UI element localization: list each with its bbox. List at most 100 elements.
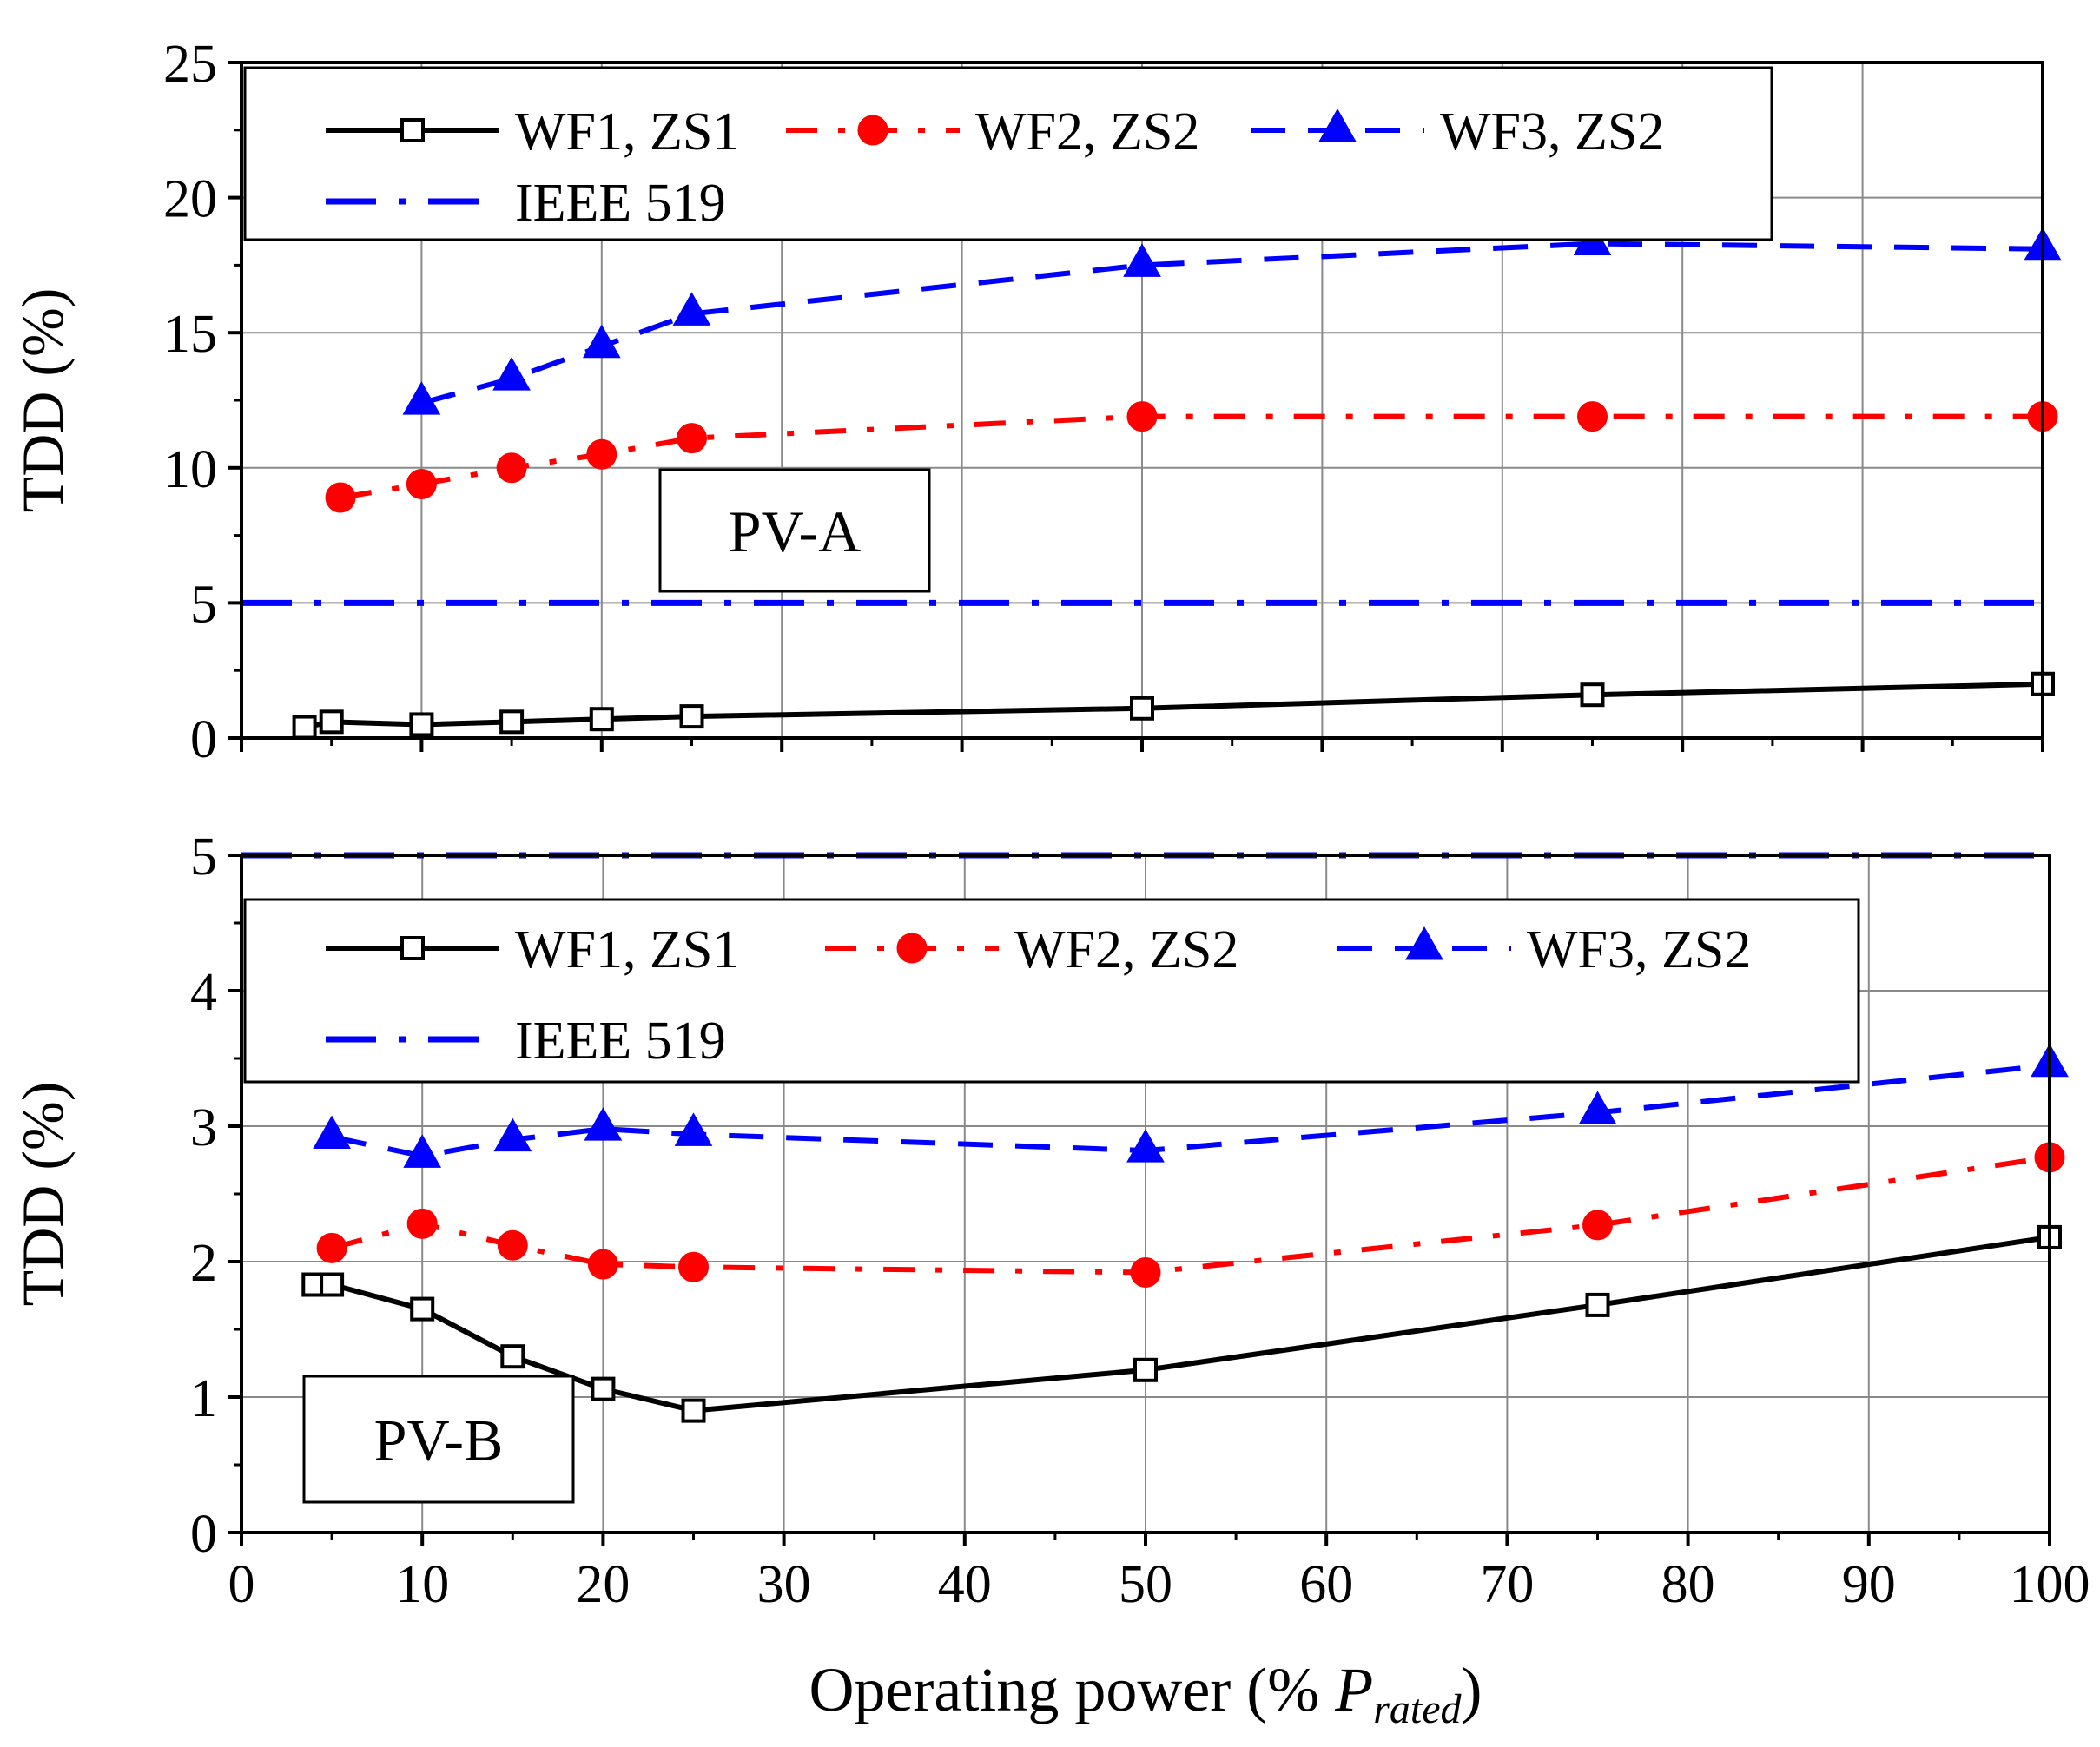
data-point-wf2-zs2 — [678, 1251, 709, 1282]
legend-marker-wf1-zs1 — [400, 118, 425, 142]
legend-label-ieee-519: IEEE 519 — [515, 174, 726, 233]
series-line-wf3-zs2 — [331, 1062, 2050, 1159]
y-tick-label: 15 — [163, 305, 217, 364]
series-group — [241, 852, 2069, 1423]
panel-label: PV-B — [374, 1407, 504, 1473]
data-point-wf2-zs2 — [1577, 401, 1608, 432]
legend-marker-wf3-zs2 — [1318, 108, 1357, 142]
data-point-wf1-zs1 — [500, 1344, 525, 1369]
data-point-wf1-zs1 — [319, 709, 344, 735]
y-axis: 0 5 10 15 20 25 — [163, 35, 241, 769]
data-point-wf3-zs2 — [1126, 1129, 1165, 1163]
legend-label-wf3-zs2: WF3, ZS2 — [1440, 102, 1664, 162]
data-point-wf1-zs1 — [292, 715, 317, 740]
legend-label-wf2-zs2: WF2, ZS2 — [975, 102, 1199, 162]
y-tick-label: 2 — [190, 1234, 217, 1293]
x-tick-label: 20 — [576, 1555, 630, 1614]
data-point-wf1-zs1 — [499, 709, 525, 735]
data-point-wf2-zs2 — [406, 468, 437, 499]
y-tick-label: 1 — [190, 1369, 217, 1428]
y-tick-label: 5 — [190, 575, 217, 634]
data-point-wf1-zs1 — [681, 1398, 706, 1423]
legend-marker-wf2-zs2 — [896, 933, 928, 964]
y-axis-label: TDD (%) — [10, 1082, 76, 1307]
y-tick-label: 3 — [190, 1098, 217, 1157]
data-point-wf3-zs2 — [403, 1134, 442, 1168]
data-point-wf2-zs2 — [677, 423, 707, 454]
x-axis-label: Operating power (% Prated) — [809, 1655, 1482, 1732]
legend-marker-wf1-zs1 — [400, 936, 425, 960]
legend-label-wf1-zs1: WF1, ZS1 — [515, 102, 739, 162]
x-axis-label-subscript: rated — [1373, 1686, 1462, 1732]
legend-box — [243, 898, 1860, 1084]
data-point-wf3-zs2 — [492, 357, 531, 391]
data-point-wf1-zs1 — [589, 707, 614, 732]
legend-label-ieee-519: IEEE 519 — [515, 1012, 726, 1071]
legend-marker-wf3-zs2 — [1405, 926, 1443, 960]
x-axis: 0 10 20 30 40 50 60 70 80 90 100 — [228, 1533, 2090, 1614]
legend-label-wf1-zs1: WF1, ZS1 — [515, 920, 739, 979]
data-point-wf1-zs1 — [1585, 1292, 1610, 1317]
data-point-wf3-zs2 — [674, 1112, 713, 1146]
legend: WF1, ZS1 WF2, ZS2 WF3, ZS2 IEEE 519 — [243, 898, 1860, 1084]
data-point-wf3-zs2 — [672, 292, 711, 326]
x-tick-label: 60 — [1299, 1555, 1353, 1614]
y-tick-label: 0 — [190, 1505, 217, 1564]
panel-label-frame — [658, 468, 931, 593]
series-line-wf2-zs2 — [331, 1154, 2050, 1276]
panel-pv-a: 0 5 10 15 20 25 TDD (%) WF1, ZS1 WF2, ZS2 WF3, ZS… — [10, 35, 2062, 769]
x-tick-label: 100 — [2010, 1555, 2090, 1614]
panel-label-box: PV-B — [302, 1375, 575, 1504]
data-point-wf1-zs1 — [591, 1376, 616, 1401]
x-tick-label: 70 — [1480, 1555, 1534, 1614]
data-point-wf2-zs2 — [316, 1232, 347, 1263]
x-axis — [240, 738, 2044, 752]
data-point-wf3-zs2 — [402, 381, 441, 415]
data-point-wf1-zs1 — [1133, 1357, 1158, 1382]
y-axis-label: TDD (%) — [10, 288, 76, 513]
data-point-wf2-zs2 — [587, 1249, 618, 1280]
data-point-wf1-zs1 — [320, 1272, 345, 1297]
data-point-wf3-zs2 — [313, 1115, 351, 1149]
data-point-wf2-zs2 — [586, 438, 617, 470]
data-point-wf3-zs2 — [1123, 243, 1161, 277]
x-tick-label: 0 — [228, 1555, 255, 1614]
x-axis-label-close: ) — [1462, 1655, 1483, 1724]
y-axis: 0 1 2 3 4 5 — [190, 827, 241, 1564]
panel-label-frame — [302, 1375, 575, 1504]
x-tick-label: 10 — [395, 1555, 449, 1614]
panel-label: PV-A — [729, 498, 861, 564]
y-tick-label: 5 — [190, 827, 217, 887]
data-point-wf2-zs2 — [1126, 401, 1158, 432]
data-point-wf2-zs2 — [406, 1208, 438, 1239]
data-point-wf1-zs1 — [679, 704, 704, 729]
legend: WF1, ZS1 WF2, ZS2 WF3, ZS2 IEEE 519 — [243, 66, 1773, 241]
data-point-wf2-zs2 — [325, 482, 356, 513]
series-line-wf2-zs2 — [340, 413, 2043, 500]
data-point-wf1-zs1 — [410, 1296, 435, 1322]
panel-label-box: PV-A — [658, 468, 931, 593]
y-tick-label: 20 — [163, 170, 217, 229]
y-tick-label: 25 — [163, 35, 217, 94]
legend-marker-wf2-zs2 — [857, 115, 888, 146]
x-tick-label: 80 — [1661, 1555, 1715, 1614]
x-axis-label-main: Operating power (% — [809, 1655, 1335, 1724]
legend-label-wf2-zs2: WF2, ZS2 — [1014, 920, 1238, 979]
data-point-wf1-zs1 — [1130, 696, 1154, 721]
data-point-wf1-zs1 — [409, 712, 434, 737]
data-point-wf1-zs1 — [1580, 682, 1605, 708]
y-tick-label: 0 — [190, 710, 217, 769]
data-point-wf3-zs2 — [1578, 1091, 1617, 1124]
x-axis-label-symbol: P — [1334, 1655, 1373, 1724]
data-point-wf2-zs2 — [1582, 1210, 1613, 1241]
data-point-wf3-zs2 — [584, 1107, 623, 1141]
series-group — [241, 221, 2062, 740]
legend-label-wf3-zs2: WF3, ZS2 — [1527, 920, 1751, 979]
y-tick-label: 10 — [163, 440, 217, 499]
data-point-wf2-zs2 — [497, 1229, 528, 1261]
x-tick-label: 30 — [757, 1555, 811, 1614]
data-point-wf3-zs2 — [582, 324, 621, 359]
data-point-wf3-zs2 — [493, 1117, 532, 1152]
